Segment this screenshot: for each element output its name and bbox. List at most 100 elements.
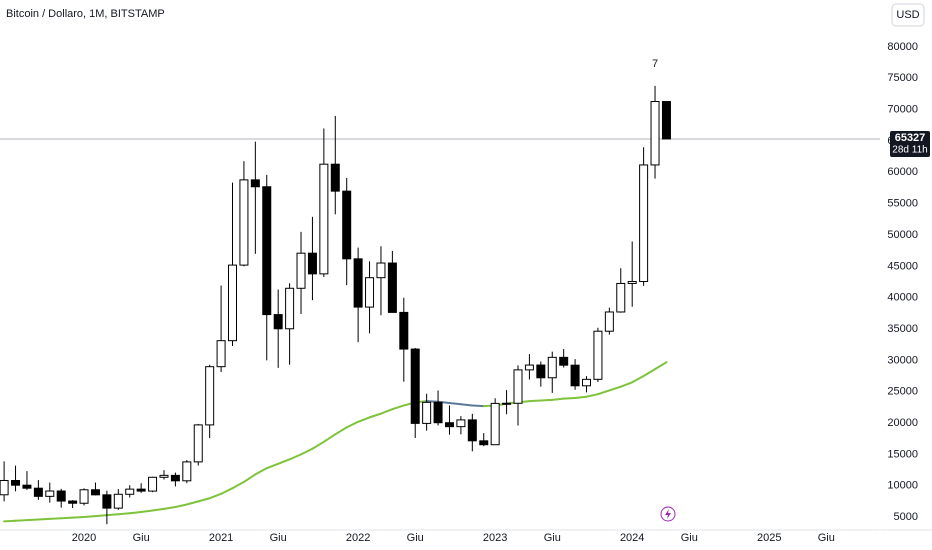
- x-tick-label: Giu: [544, 532, 561, 544]
- y-tick-label: 40000: [887, 292, 918, 304]
- candle-body: [387, 262, 397, 313]
- ma-segment: [162, 506, 177, 510]
- ma-segment: [562, 396, 577, 400]
- chart-title: Bitcoin / Dollaro, 1M, BITSTAMP: [6, 8, 165, 20]
- y-tick-label: 30000: [887, 354, 918, 366]
- candle-body: [102, 494, 112, 509]
- ma-segment: [459, 403, 474, 407]
- ma-segment: [231, 480, 245, 490]
- candle-body: [22, 484, 32, 489]
- candle-body: [296, 252, 306, 289]
- ma-segment: [37, 517, 51, 521]
- y-tick-label: 5000: [894, 511, 918, 523]
- ma-segment: [619, 381, 634, 388]
- candle-body: [479, 440, 489, 446]
- candle-body: [342, 190, 352, 260]
- ma-segment: [151, 507, 165, 512]
- y-tick-label: 55000: [887, 198, 918, 210]
- event-annotation: 7: [652, 58, 658, 70]
- candle-body: [524, 364, 534, 371]
- candle-body: [570, 364, 580, 387]
- ma-segment: [117, 512, 131, 516]
- ma-segment: [25, 518, 40, 522]
- candle-body: [113, 493, 123, 509]
- candle-body: [410, 348, 420, 424]
- ma-segment: [368, 412, 382, 419]
- ma-segment: [140, 509, 154, 514]
- candle-body: [11, 479, 21, 486]
- candle-body: [353, 258, 363, 308]
- ma-segment: [551, 397, 565, 401]
- candle-body: [159, 474, 169, 478]
- ma-segment: [288, 453, 303, 461]
- ma-segment: [528, 399, 542, 403]
- ma-segment: [197, 497, 211, 503]
- x-tick-label: Giu: [681, 532, 698, 544]
- ma-segment: [128, 511, 143, 515]
- candle-body: [467, 419, 477, 442]
- candle-body: [0, 479, 9, 496]
- ma-segment: [48, 517, 63, 520]
- ma-segment: [185, 500, 200, 506]
- candle-body: [627, 281, 637, 284]
- candle-body: [170, 474, 180, 482]
- countdown-label: 28d 11h: [892, 145, 927, 156]
- candle-body: [79, 489, 89, 504]
- event-icon[interactable]: [660, 506, 676, 522]
- x-tick-label: 2025: [757, 532, 781, 544]
- ma-segment: [265, 462, 280, 470]
- y-tick-label: 35000: [887, 323, 918, 335]
- candle-body: [216, 340, 226, 368]
- candle-body: [399, 311, 409, 350]
- x-tick-label: Giu: [270, 532, 287, 544]
- ma-segment: [379, 408, 394, 415]
- ma-segment: [322, 433, 337, 443]
- ma-segment: [300, 447, 314, 456]
- y-tick-label: 25000: [887, 386, 918, 398]
- ma-segment: [94, 514, 108, 518]
- x-tick-label: Giu: [818, 532, 835, 544]
- ma-segment: [60, 516, 74, 520]
- ma-segment: [585, 393, 599, 398]
- candle-body: [639, 164, 649, 283]
- y-tick-label: 70000: [887, 104, 918, 116]
- candle-body: [125, 488, 135, 495]
- ma-segment: [105, 513, 120, 517]
- ma-segment: [14, 519, 28, 522]
- candle-body: [193, 424, 203, 463]
- y-tick-label: 80000: [887, 41, 918, 53]
- candle-body: [376, 262, 386, 279]
- y-tick-label: 15000: [887, 448, 918, 460]
- x-tick-label: Giu: [133, 532, 150, 544]
- candle-body: [444, 422, 454, 428]
- ma-segment: [448, 401, 462, 406]
- candle-body: [513, 369, 523, 404]
- y-tick-label: 45000: [887, 260, 918, 272]
- candle-body: [593, 330, 603, 380]
- ma-segment: [220, 487, 234, 495]
- candle-body: [136, 488, 146, 492]
- candle-body: [330, 163, 340, 192]
- candle-body: [582, 378, 592, 387]
- ma-segment: [334, 426, 348, 436]
- candle-body: [616, 282, 626, 313]
- currency-button[interactable]: [891, 3, 925, 27]
- candle-body: [228, 264, 238, 342]
- x-tick-label: 2022: [346, 532, 370, 544]
- y-tick-label: 75000: [887, 72, 918, 84]
- candle-body: [239, 179, 249, 266]
- ma-segment: [391, 404, 405, 411]
- candle-body: [433, 401, 443, 424]
- candle-body: [285, 287, 295, 330]
- ma-segment: [425, 400, 440, 403]
- candle-body: [45, 490, 55, 497]
- candle-body: [319, 163, 329, 275]
- last-price-label: 65327: [895, 132, 926, 144]
- ma-segment: [71, 516, 86, 519]
- candle-body: [490, 402, 500, 446]
- ma-segment: [608, 385, 622, 392]
- currency-label[interactable]: USD: [896, 9, 919, 21]
- ma-segment: [539, 398, 554, 402]
- candle-body: [502, 402, 512, 405]
